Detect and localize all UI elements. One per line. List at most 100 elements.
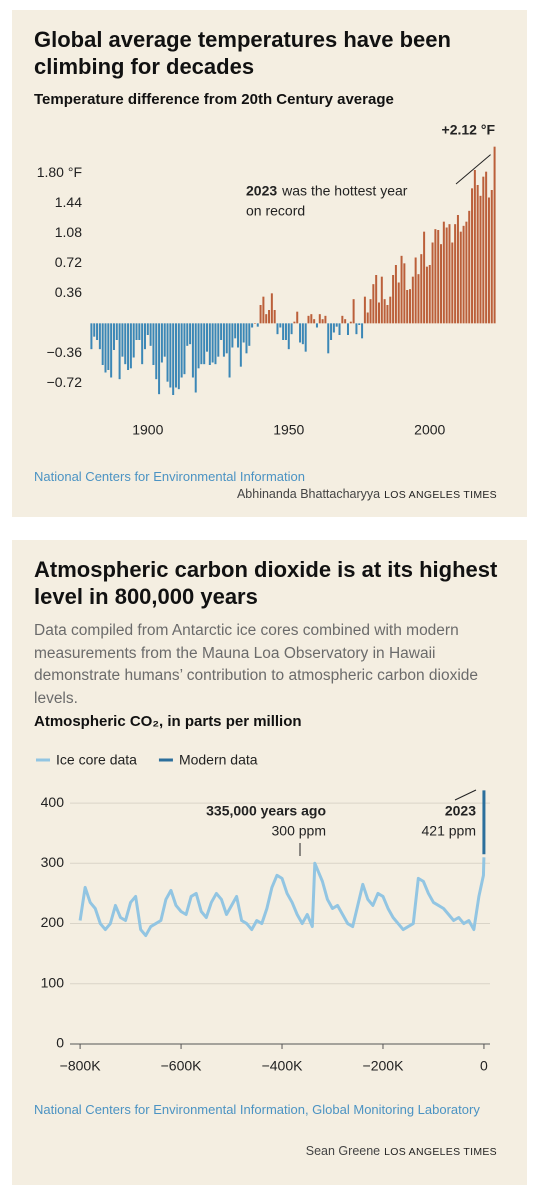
bar [377, 302, 380, 324]
bar [112, 323, 115, 350]
bar [138, 323, 141, 340]
bar [155, 323, 158, 380]
bar [425, 266, 428, 324]
x-tick-label: 0 [480, 1058, 488, 1074]
bar [313, 319, 316, 324]
bar [265, 314, 268, 324]
bar [318, 314, 321, 324]
bar [118, 323, 121, 380]
y-tick-label: 1.08 [55, 224, 82, 240]
bar [465, 221, 468, 324]
bar [180, 323, 183, 378]
bar [237, 323, 240, 348]
chart-subtitle: Temperature difference from 20th Century… [34, 91, 394, 108]
bar [186, 323, 189, 346]
bar [194, 323, 197, 393]
annotation-text: on record [246, 203, 305, 219]
bar [397, 282, 400, 324]
bar [479, 195, 482, 324]
bar [90, 323, 93, 350]
bar [440, 244, 443, 324]
bar [352, 299, 355, 324]
y-tick-label: 200 [41, 914, 65, 930]
bar [321, 319, 324, 324]
series-line [78, 857, 486, 938]
bar [445, 227, 448, 324]
credit-line: Abhinanda Bhattacharyya LOS ANGELES TIMES [22, 487, 497, 501]
bar [462, 225, 465, 324]
chart-title: Global average temperatures have been cl… [34, 27, 451, 79]
publisher: LOS ANGELES TIMES [384, 489, 497, 501]
bar [177, 323, 180, 390]
bar [490, 190, 493, 324]
bar [335, 323, 338, 327]
bar [197, 323, 200, 369]
bar [442, 221, 445, 324]
annotation-pointer [454, 789, 477, 801]
bar [211, 323, 214, 363]
bar [380, 276, 383, 324]
bar [394, 265, 397, 324]
bar [417, 274, 420, 324]
annotation-text: 421 ppm [422, 823, 476, 839]
x-tick-label: 2000 [414, 422, 445, 438]
y-tick-label: −0.36 [47, 344, 83, 360]
bar [487, 197, 490, 324]
chart-description: Data compiled from Antarctic ice cores c… [34, 622, 479, 707]
bar [203, 323, 206, 365]
publisher: LOS ANGELES TIMES [384, 1146, 497, 1158]
bar [220, 323, 223, 340]
bar [141, 323, 144, 365]
bar [262, 296, 265, 324]
bar [327, 323, 330, 354]
x-tick-label: 1950 [273, 422, 304, 438]
chart-title: Atmospheric carbon dioxide is at its hig… [34, 557, 498, 609]
bar [383, 299, 386, 324]
bar [471, 188, 474, 324]
bar [222, 323, 225, 357]
bar [386, 305, 389, 324]
bar [169, 323, 172, 388]
bar [324, 315, 327, 324]
bar [115, 323, 118, 340]
bar [96, 323, 99, 340]
bar [279, 323, 282, 328]
bar [369, 299, 372, 324]
annotation-text: 300 ppm [272, 823, 326, 839]
annotation-title: 335,000 years ago [206, 803, 326, 819]
bar [231, 323, 234, 348]
source: National Centers for Environmental Infor… [34, 1102, 480, 1117]
bar [332, 323, 335, 333]
bar [409, 289, 412, 324]
bar [256, 323, 259, 327]
bar [104, 323, 107, 373]
bar [245, 323, 248, 354]
bar [228, 323, 231, 378]
bar [482, 176, 485, 324]
x-tick-label: −400K [262, 1058, 304, 1074]
bar [129, 323, 132, 369]
bar [468, 210, 471, 324]
bar [431, 242, 434, 324]
bar [389, 296, 392, 324]
bar [284, 323, 287, 340]
bar [299, 323, 302, 343]
bar [143, 323, 146, 350]
bar [282, 323, 285, 340]
bar [406, 290, 409, 324]
y-tick-label: 1.80 °F [37, 164, 82, 180]
y-tick-label: 400 [41, 794, 65, 810]
bar [206, 323, 209, 352]
bar [476, 185, 479, 324]
bar [158, 323, 161, 395]
bar [160, 323, 163, 363]
bar [437, 230, 440, 324]
bar [183, 323, 186, 375]
bar [127, 323, 130, 370]
bar [372, 284, 375, 324]
bar [146, 323, 149, 335]
bar [400, 255, 403, 324]
y-tick-label: 0 [56, 1035, 64, 1051]
bar [268, 310, 271, 324]
bar [110, 323, 113, 378]
